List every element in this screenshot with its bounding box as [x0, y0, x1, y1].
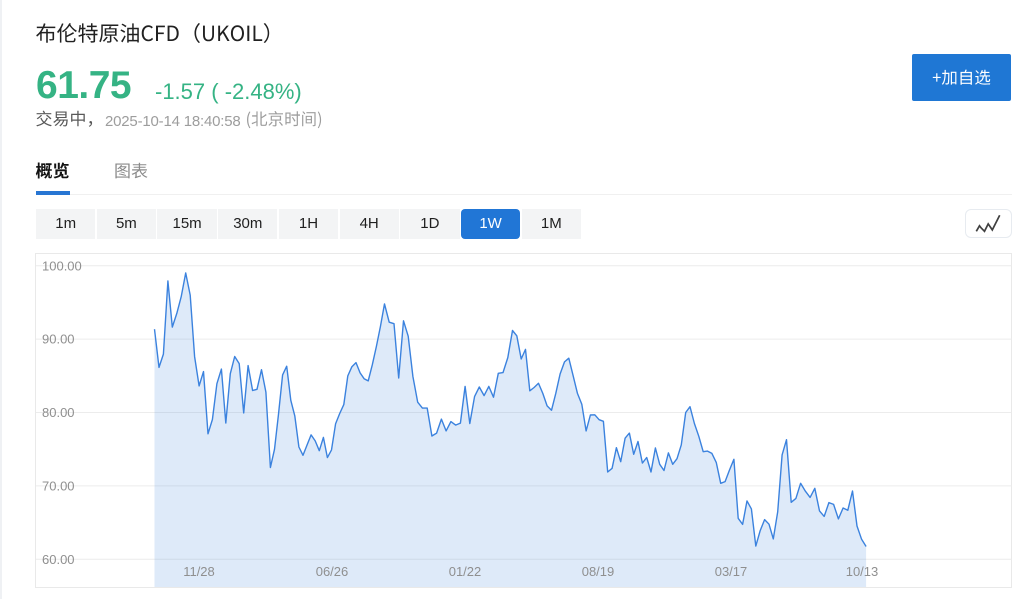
svg-text:60.00: 60.00	[42, 552, 75, 567]
svg-text:03/17: 03/17	[715, 564, 748, 579]
svg-text:01/22: 01/22	[449, 564, 482, 579]
svg-text:10/13: 10/13	[846, 564, 879, 579]
svg-text:100.00: 100.00	[42, 258, 82, 273]
svg-text:80.00: 80.00	[42, 405, 75, 420]
svg-text:70.00: 70.00	[42, 479, 75, 494]
svg-text:90.00: 90.00	[42, 332, 75, 347]
svg-text:06/26: 06/26	[316, 564, 349, 579]
svg-text:08/19: 08/19	[582, 564, 615, 579]
svg-text:11/28: 11/28	[183, 564, 215, 579]
